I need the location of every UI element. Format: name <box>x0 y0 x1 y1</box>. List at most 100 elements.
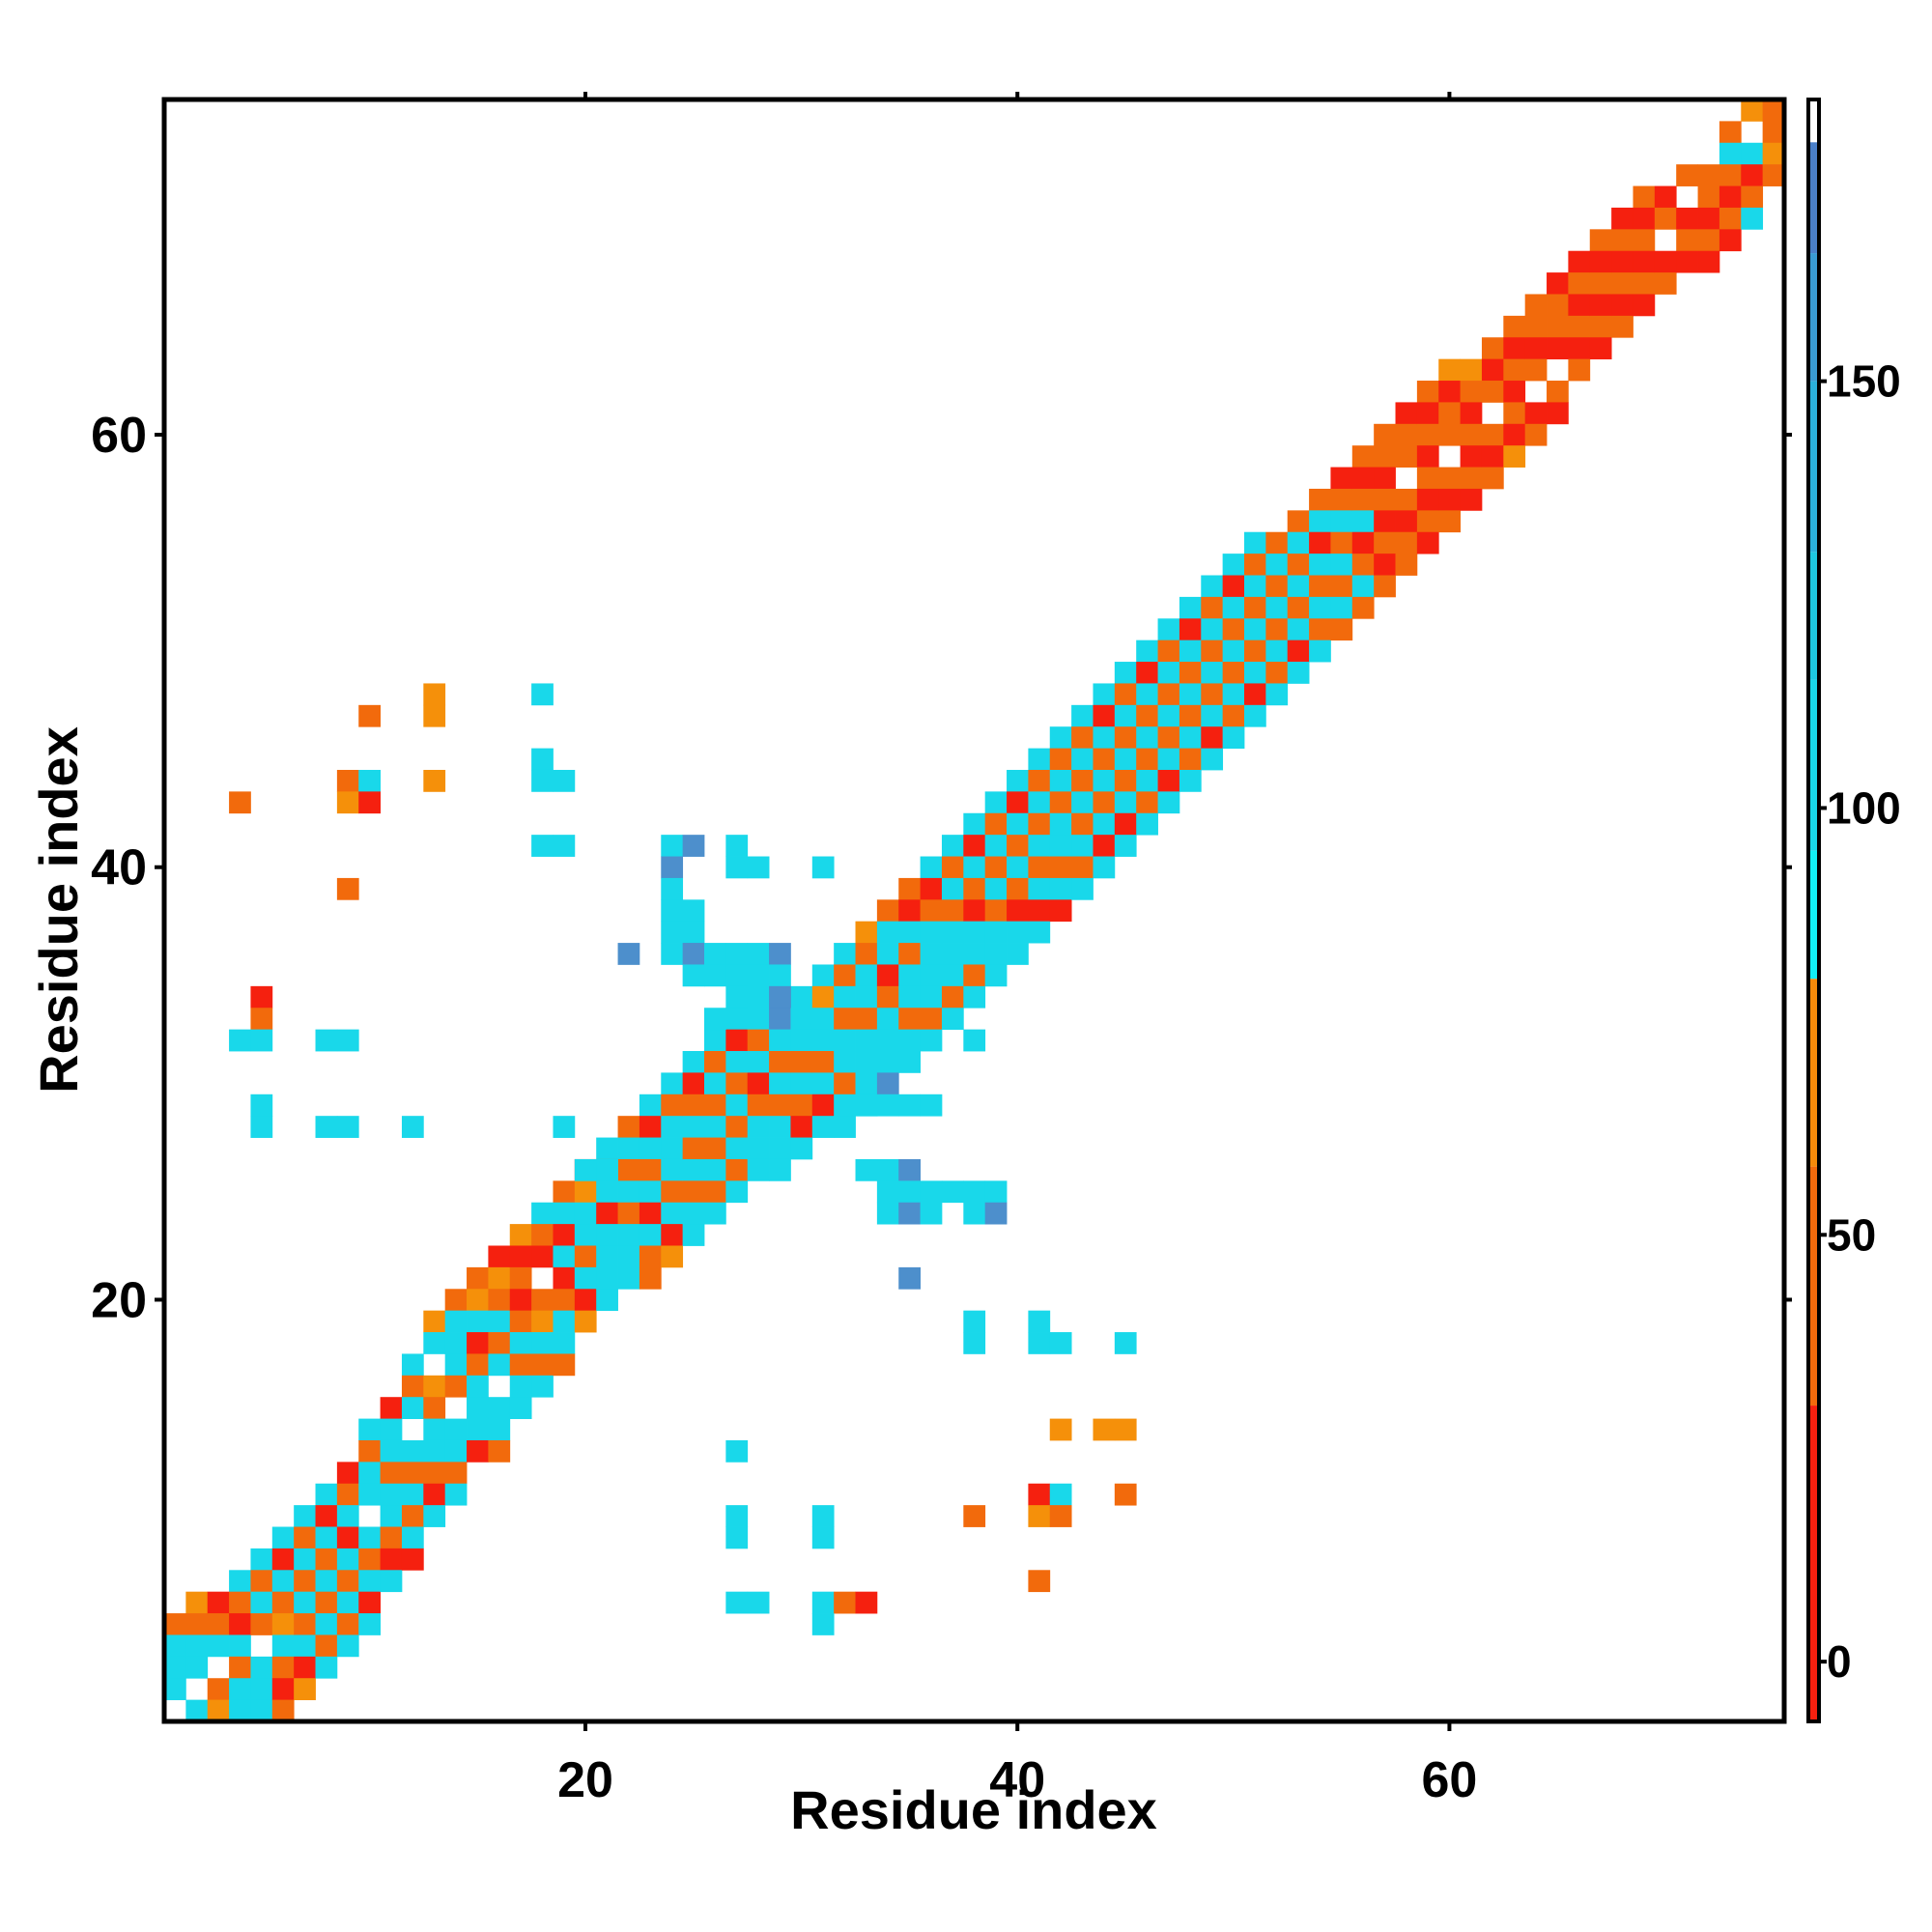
heatmap-cell <box>1438 402 1461 425</box>
heatmap-cell <box>876 1072 899 1095</box>
heatmap-cell <box>984 791 1008 814</box>
heatmap-cell <box>1179 726 1202 749</box>
heatmap-cell <box>423 1418 446 1441</box>
heatmap-cell <box>185 1656 209 1679</box>
y-tick-label: 60 <box>91 408 147 464</box>
heatmap-cell <box>725 1008 749 1031</box>
heatmap-cell <box>164 1634 186 1658</box>
heatmap-cell <box>1416 488 1439 511</box>
heatmap-cell <box>531 1202 554 1225</box>
heatmap-cell <box>1114 726 1137 749</box>
heatmap-cell <box>250 1548 273 1571</box>
heatmap-cell <box>1503 402 1526 425</box>
heatmap-cell <box>834 1072 856 1095</box>
heatmap-cell <box>941 985 964 1009</box>
heatmap-cell <box>834 1591 856 1614</box>
heatmap-cell <box>704 943 726 965</box>
heatmap-cell <box>811 856 835 879</box>
heatmap-cell <box>920 964 943 987</box>
heatmap-cell <box>229 1656 251 1679</box>
heatmap-cell <box>639 1116 662 1138</box>
heatmap-cell <box>1654 250 1677 273</box>
heatmap-cell <box>380 1418 403 1441</box>
heatmap-cell <box>1568 315 1591 338</box>
heatmap-cell <box>1157 683 1180 706</box>
heatmap-cell <box>423 1483 446 1506</box>
heatmap-cell <box>661 856 684 879</box>
heatmap-cell <box>1395 531 1418 554</box>
heatmap-cell <box>747 1029 770 1052</box>
heatmap-cell <box>617 1266 640 1290</box>
heatmap-cell <box>574 1158 597 1181</box>
heatmap-cell <box>1028 1505 1051 1527</box>
heatmap-cell <box>1157 618 1180 641</box>
heatmap-cell <box>1762 99 1785 122</box>
heatmap-cell <box>1633 229 1656 252</box>
heatmap-cell <box>920 877 943 900</box>
heatmap-cell <box>1222 726 1245 749</box>
heatmap-cell <box>488 1397 511 1419</box>
heatmap-cell <box>811 1029 835 1052</box>
heatmap-cell <box>1136 726 1158 749</box>
heatmap-cell <box>574 1180 597 1204</box>
heatmap-cell <box>488 1310 511 1333</box>
heatmap-cell <box>423 683 446 706</box>
heatmap-cell <box>1028 748 1051 771</box>
heatmap-cell <box>250 1656 273 1679</box>
heatmap-cell <box>1201 575 1224 598</box>
heatmap-cell <box>336 1462 359 1485</box>
heatmap-cell <box>1028 1310 1051 1333</box>
heatmap-cell <box>1719 142 1742 165</box>
heatmap-cell <box>704 1158 726 1181</box>
heatmap-cell <box>1201 662 1224 684</box>
heatmap-cell <box>294 1634 316 1658</box>
heatmap-cell <box>984 835 1008 857</box>
heatmap-cell <box>963 812 986 836</box>
heatmap-cell <box>336 769 359 792</box>
heatmap-cell <box>531 683 554 706</box>
heatmap-cell <box>207 1634 230 1658</box>
heatmap-cell <box>380 1548 403 1571</box>
heatmap-cell <box>1265 575 1289 598</box>
heatmap-cell <box>271 1634 295 1658</box>
heatmap-cell <box>639 1158 662 1181</box>
heatmap-cell <box>358 1462 381 1485</box>
heatmap-cell <box>834 1051 856 1073</box>
heatmap-cell <box>682 1137 705 1160</box>
heatmap-cell <box>250 985 273 1009</box>
heatmap-cell <box>336 1029 359 1052</box>
heatmap-cell <box>876 985 899 1009</box>
heatmap-cell <box>963 1029 986 1052</box>
heatmap-cell <box>1287 575 1310 598</box>
heatmap-cell <box>1351 575 1375 598</box>
heatmap-cell <box>682 835 705 857</box>
heatmap-cell <box>725 1526 749 1549</box>
heatmap-cell <box>250 1094 273 1117</box>
heatmap-cell <box>1374 510 1396 533</box>
heatmap-cell <box>1309 510 1331 533</box>
heatmap-cell <box>1244 531 1266 554</box>
heatmap-cell <box>725 1029 749 1052</box>
heatmap-cell <box>898 1180 921 1204</box>
heatmap-cell <box>509 1310 532 1333</box>
heatmap-cell <box>1351 510 1375 533</box>
heatmap-cell <box>467 1310 489 1333</box>
heatmap-cell <box>531 1353 554 1377</box>
heatmap-cell <box>380 1505 403 1527</box>
heatmap-cell <box>920 943 943 965</box>
heatmap-cell <box>531 1224 554 1246</box>
heatmap-cell <box>811 964 835 987</box>
heatmap-cell <box>380 1526 403 1549</box>
heatmap-cell <box>834 1029 856 1052</box>
heatmap-cell <box>444 1462 468 1485</box>
heatmap-cell <box>358 1439 381 1463</box>
heatmap-cell <box>1524 402 1548 425</box>
heatmap-cell <box>1697 164 1720 186</box>
heatmap-cell <box>963 1180 986 1204</box>
heatmap-cell <box>1374 467 1396 490</box>
heatmap-cell <box>1287 531 1310 554</box>
heatmap-cell <box>1351 445 1375 468</box>
heatmap-cell <box>661 943 684 965</box>
heatmap-cell <box>553 1266 576 1290</box>
heatmap-cell <box>834 964 856 987</box>
